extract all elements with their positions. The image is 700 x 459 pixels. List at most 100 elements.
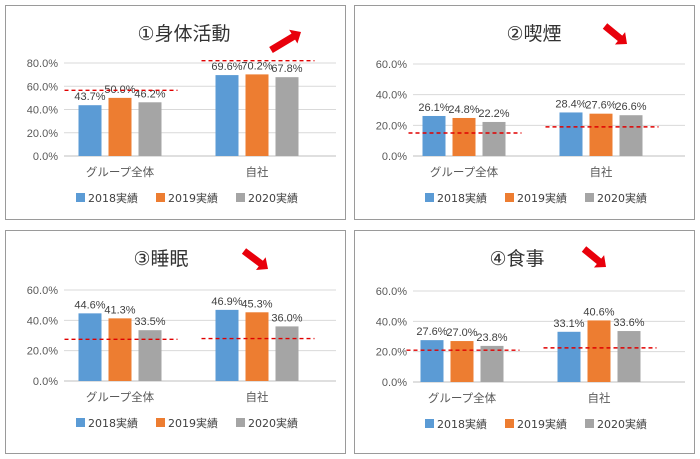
legend-item: 2019実績 — [505, 417, 567, 431]
bar — [78, 105, 102, 156]
bar — [617, 331, 641, 382]
data-label: 46.9% — [211, 296, 242, 308]
category-label: グループ全体 — [430, 165, 499, 179]
data-label: 45.3% — [241, 298, 272, 310]
legend-item: 2018実績 — [425, 417, 487, 431]
bar — [619, 115, 643, 156]
legend-item: 2019実績 — [505, 191, 567, 205]
legend-swatch — [156, 193, 165, 202]
y-tick-label: 0.0% — [33, 151, 58, 163]
legend-label: 2020実績 — [597, 191, 647, 205]
y-tick-label: 20.0% — [27, 346, 58, 358]
legend-swatch — [236, 418, 245, 427]
chart-panel-diet: ④食事 0.0% 20.0% 40.0% 60.0% 27.6% 27.0% 23.8% グルー… — [354, 230, 695, 454]
y-tick-label: 0.0% — [382, 377, 407, 389]
data-label: 40.6% — [583, 306, 614, 318]
trend-down-arrow-icon — [602, 23, 628, 45]
legend-item: 2020実績 — [236, 416, 298, 430]
data-label: 33.6% — [613, 317, 644, 329]
bar — [245, 74, 269, 156]
bar — [138, 102, 162, 156]
legend-label: 2018実績 — [437, 417, 487, 431]
y-tick-label: 40.0% — [27, 315, 58, 327]
chart-title: ③睡眠 — [133, 248, 188, 270]
bar — [215, 309, 239, 381]
legend-item: 2019実績 — [156, 416, 218, 430]
data-label: 28.4% — [555, 98, 586, 110]
category-label: グループ全体 — [428, 391, 497, 405]
bar — [108, 97, 132, 156]
data-label: 43.7% — [74, 91, 105, 103]
legend-label: 2019実績 — [168, 416, 218, 430]
data-label: 24.8% — [448, 104, 479, 116]
data-label: 69.6% — [211, 61, 242, 73]
legend-swatch — [76, 193, 85, 202]
legend-item: 2019実績 — [156, 191, 218, 205]
data-label: 33.5% — [134, 316, 165, 328]
data-label: 33.1% — [553, 318, 584, 330]
legend-swatch — [156, 418, 165, 427]
legend-swatch — [585, 419, 594, 428]
trend-up-arrow-icon — [269, 29, 301, 54]
bar — [215, 75, 239, 156]
legend-label: 2020実績 — [597, 417, 647, 431]
bar — [557, 331, 581, 382]
legend-item: 2020実績 — [585, 191, 647, 205]
data-label: 26.6% — [615, 101, 646, 113]
data-label: 27.0% — [446, 327, 477, 339]
chart-panel-activity: ①身体活動 0.0% 20.0% 40.0% 60.0% 80.0% 43.7% 50.0% 4… — [5, 5, 346, 220]
y-tick-label: 40.0% — [27, 105, 58, 117]
data-label: 27.6% — [416, 326, 447, 338]
chart-panel-sleep: ③睡眠 0.0% 20.0% 40.0% 60.0% 44.6% 41.3% 33.5% グルー… — [5, 230, 346, 454]
category-label: グループ全体 — [86, 165, 155, 179]
y-tick-label: 0.0% — [33, 376, 58, 388]
trend-down-arrow-icon — [241, 248, 269, 270]
legend-item: 2018実績 — [76, 416, 138, 430]
legend-item: 2020実績 — [585, 417, 647, 431]
chart-panel-smoking: ②喫煙 0.0% 20.0% 40.0% 60.0% 26.1% 24.8% 22.2% グルー… — [354, 5, 695, 220]
legend-label: 2019実績 — [168, 191, 218, 205]
legend-item: 2018実績 — [76, 191, 138, 205]
legend-swatch — [505, 193, 514, 202]
legend-swatch — [505, 419, 514, 428]
category-label: グループ全体 — [86, 390, 155, 404]
data-label: 22.2% — [478, 108, 509, 120]
bar — [482, 121, 506, 156]
legend-label: 2018実績 — [437, 191, 487, 205]
bar — [275, 77, 299, 156]
category-label: 自社 — [246, 165, 269, 179]
legend-swatch — [425, 419, 434, 428]
data-label: 44.6% — [74, 299, 105, 311]
legend-swatch — [425, 193, 434, 202]
y-tick-label: 40.0% — [376, 316, 407, 328]
legend-label: 2018実績 — [88, 416, 138, 430]
bar — [450, 341, 474, 382]
category-label: 自社 — [590, 165, 613, 179]
chart-title: ④食事 — [489, 248, 544, 270]
legend-swatch — [236, 193, 245, 202]
data-label: 36.0% — [271, 312, 302, 324]
y-tick-label: 20.0% — [376, 120, 407, 132]
legend-item: 2020実績 — [236, 191, 298, 205]
bar — [108, 318, 132, 381]
legend-swatch — [585, 193, 594, 202]
legend-item: 2018実績 — [425, 191, 487, 205]
bar — [587, 320, 611, 382]
data-label: 23.8% — [476, 332, 507, 344]
bar — [452, 117, 476, 156]
bar — [275, 326, 299, 381]
y-tick-label: 60.0% — [376, 59, 407, 71]
y-tick-label: 20.0% — [27, 128, 58, 140]
data-label: 27.6% — [585, 100, 616, 112]
data-label: 50.0% — [104, 84, 135, 96]
trend-down-arrow-icon — [581, 246, 607, 268]
data-label: 41.3% — [104, 304, 135, 316]
legend-label: 2020実績 — [248, 191, 298, 205]
chart-title: ②喫煙 — [506, 23, 561, 45]
bar — [480, 345, 504, 382]
data-label: 46.2% — [134, 88, 165, 100]
bar — [245, 312, 269, 381]
y-tick-label: 80.0% — [27, 58, 58, 70]
y-tick-label: 60.0% — [27, 81, 58, 93]
legend-label: 2019実績 — [517, 417, 567, 431]
